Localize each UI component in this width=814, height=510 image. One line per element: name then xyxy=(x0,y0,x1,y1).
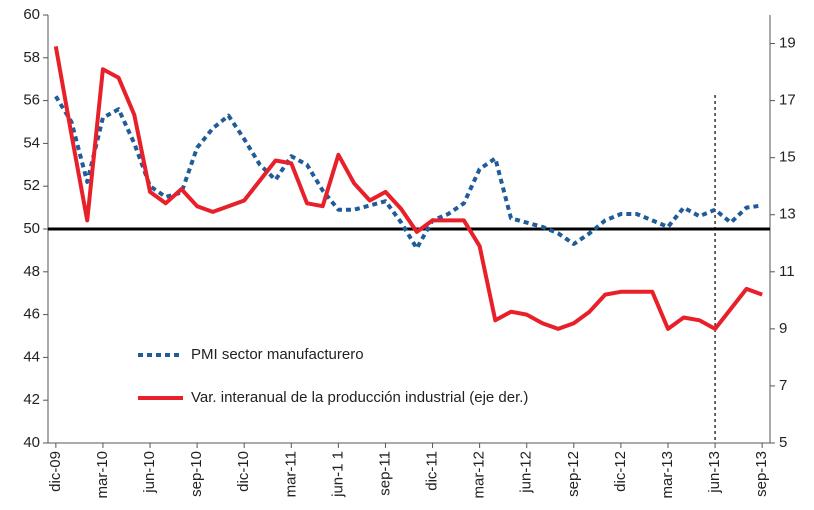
x-tick-label: sep-13 xyxy=(753,451,770,497)
y-tick-label: 46 xyxy=(23,306,40,323)
y-tick-label: 60 xyxy=(23,6,40,23)
x-tick-label: jun-12 xyxy=(518,451,535,494)
y-tick-label: 56 xyxy=(23,92,40,109)
y-tick-label: 52 xyxy=(23,177,40,194)
y2-tick-label: 15 xyxy=(779,149,796,166)
y2-tick-label: 17 xyxy=(779,92,796,109)
x-tick-label: dic-10 xyxy=(235,451,252,492)
x-tick-label: jun-10 xyxy=(141,451,158,494)
y2-tick-label: 9 xyxy=(779,320,787,337)
y2-tick-label: 19 xyxy=(779,35,796,52)
x-tick-label: jun-13 xyxy=(706,451,723,494)
x-tick-label: jun-1 1 xyxy=(329,451,346,498)
legend-label: Var. interanual de la producción industr… xyxy=(191,389,528,406)
x-tick-label: sep-10 xyxy=(188,451,205,497)
y-tick-label: 44 xyxy=(23,348,40,365)
x-tick-label: sep-11 xyxy=(376,451,393,496)
y2-tick-label: 7 xyxy=(779,377,787,394)
y-tick-label: 40 xyxy=(23,434,40,451)
x-tick-label: mar-10 xyxy=(94,451,111,499)
x-tick-label: mar-11 xyxy=(282,451,299,497)
y-tick-label: 54 xyxy=(23,134,40,151)
x-tick-label: mar-13 xyxy=(659,451,676,499)
series-line xyxy=(53,46,763,331)
y-tick-label: 50 xyxy=(23,220,40,237)
y-tick-label: 58 xyxy=(23,49,40,66)
x-tick-label: mar-12 xyxy=(471,451,488,499)
x-tick-label: dic-09 xyxy=(47,451,64,492)
y-tick-label: 42 xyxy=(23,391,40,408)
y2-tick-label: 13 xyxy=(779,206,796,223)
x-tick-label: sep-12 xyxy=(565,451,582,497)
y2-tick-label: 11 xyxy=(779,263,795,280)
series-line xyxy=(54,95,763,251)
legend-label: PMI sector manufacturero xyxy=(191,346,364,363)
y-tick-label: 48 xyxy=(23,263,40,280)
x-tick-label: dic-12 xyxy=(612,451,629,492)
x-tick-label: dic-11 xyxy=(424,451,441,491)
y2-tick-label: 5 xyxy=(779,434,787,451)
